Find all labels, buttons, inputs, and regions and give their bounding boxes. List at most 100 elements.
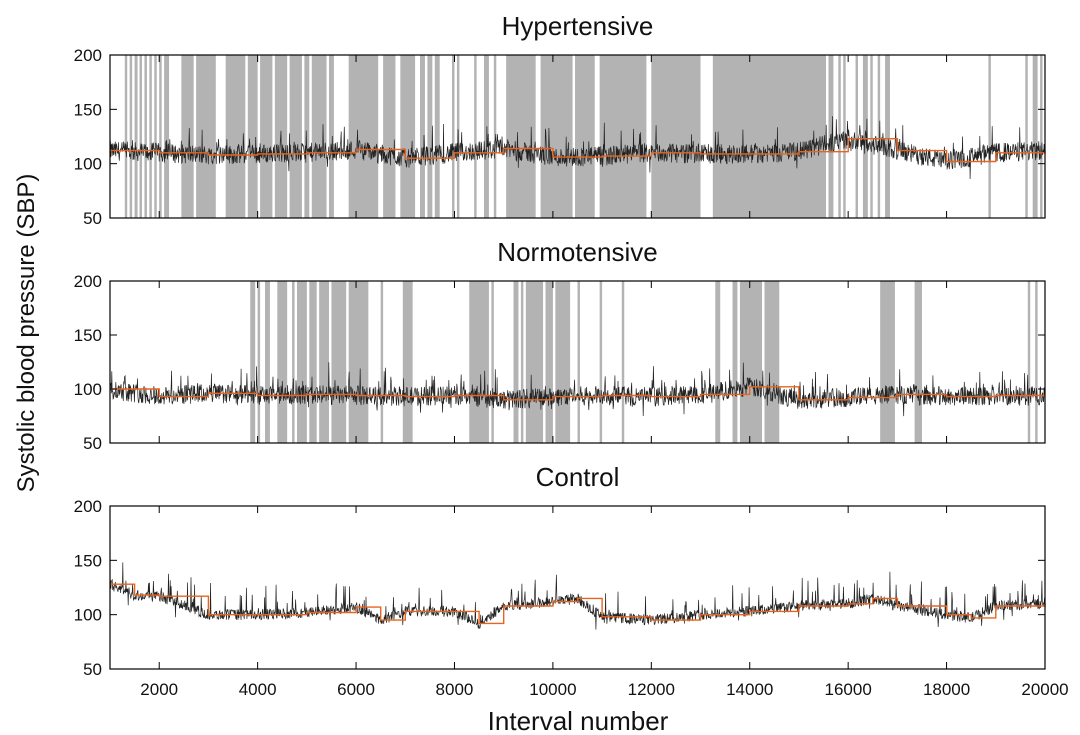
shaded-interval — [452, 55, 455, 218]
y-tick-label: 150 — [74, 326, 102, 345]
segment-mean-line-p1 — [110, 386, 1045, 401]
shaded-interval — [297, 281, 307, 443]
panel-title-p1: Normotensive — [497, 237, 657, 267]
shaded-interval — [134, 55, 138, 218]
shaded-interval — [715, 281, 721, 443]
shaded-interval — [870, 55, 873, 218]
shaded-interval — [348, 281, 369, 443]
y-tick-label: 50 — [83, 209, 102, 228]
shaded-interval — [855, 55, 858, 218]
shaded-interval — [1040, 55, 1043, 218]
shaded-interval — [277, 281, 288, 443]
shaded-interval — [651, 55, 701, 218]
plot-frame-p0 — [109, 54, 1046, 219]
shaded-interval — [402, 281, 413, 443]
shaded-interval — [144, 55, 147, 218]
shaded-interval — [474, 55, 477, 218]
shaded-interval — [880, 281, 895, 443]
x-tick-label: 12000 — [628, 680, 675, 699]
x-tick-label: 10000 — [529, 680, 576, 699]
shaded-interval — [149, 55, 152, 218]
shaded-interval — [575, 55, 595, 218]
shaded-interval — [328, 55, 334, 218]
shaded-interval — [159, 55, 162, 218]
shaded-interval — [250, 281, 256, 443]
panel-title-p0: Hypertensive — [502, 11, 654, 41]
x-axis-label: Interval number — [488, 706, 669, 735]
segment-mean-line-p2 — [110, 583, 1046, 625]
shaded-interval — [469, 281, 489, 443]
shaded-interval — [885, 55, 890, 218]
shaded-interval — [225, 55, 246, 218]
shaded-interval — [247, 55, 258, 218]
shaded-interval — [1025, 55, 1028, 218]
plot-frame-p2 — [109, 505, 1046, 670]
shaded-interval — [525, 281, 544, 443]
shaded-interval — [304, 55, 310, 218]
raw-sbp-trace-p1 — [109, 362, 1046, 417]
shaded-interval — [420, 55, 425, 218]
shaded-interval — [400, 55, 416, 218]
shaded-interval — [309, 281, 317, 443]
y-tick-label: 50 — [83, 434, 102, 453]
shaded-interval — [348, 55, 379, 218]
y-tick-label: 100 — [74, 380, 102, 399]
shaded-interval — [164, 55, 170, 218]
shaded-interval — [1027, 281, 1031, 443]
y-tick-label: 150 — [74, 551, 102, 570]
shaded-interval — [331, 281, 347, 443]
shaded-interval — [196, 55, 216, 218]
shaded-interval — [257, 281, 261, 443]
shaded-interval — [292, 281, 295, 443]
shaded-interval — [181, 55, 194, 218]
shaded-interval — [513, 281, 519, 443]
y-tick-label: 200 — [74, 272, 102, 291]
shaded-interval — [289, 55, 302, 218]
shaded-interval — [877, 55, 881, 218]
shaded-interval — [311, 55, 327, 218]
shaded-interval — [545, 281, 553, 443]
y-tick-label: 150 — [74, 100, 102, 119]
x-tick-label: 16000 — [825, 680, 872, 699]
y-tick-label: 100 — [74, 155, 102, 174]
x-tick-label: 8000 — [436, 680, 474, 699]
segment-mean-line-p0 — [110, 138, 1046, 163]
x-tick-label: 18000 — [923, 680, 970, 699]
y-axis-label: Systolic blood pressure (SBP) — [13, 174, 40, 493]
panel-title-p2: Control — [536, 462, 620, 492]
x-tick-label: 20000 — [1021, 680, 1068, 699]
shaded-interval — [577, 281, 580, 443]
plot-frame-p1 — [109, 280, 1046, 444]
shaded-interval — [383, 55, 396, 218]
shaded-interval — [129, 55, 133, 218]
shaded-interval — [555, 281, 571, 443]
shaded-interval — [520, 281, 524, 443]
shaded-interval — [380, 281, 384, 443]
x-tick-label: 4000 — [239, 680, 277, 699]
shaded-interval — [491, 281, 494, 443]
shaded-interval — [732, 281, 738, 443]
shaded-interval — [712, 55, 827, 218]
shaded-interval — [764, 281, 780, 443]
raw-sbp-trace-p0 — [109, 116, 1046, 180]
shaded-interval — [319, 281, 329, 443]
x-tick-label: 14000 — [726, 680, 773, 699]
shaded-interval — [843, 55, 846, 218]
shaded-interval — [988, 55, 991, 218]
shaded-interval — [493, 55, 497, 218]
shaded-interval — [265, 281, 270, 443]
shaded-interval — [599, 281, 603, 443]
y-tick-label: 200 — [74, 46, 102, 65]
shaded-interval — [427, 55, 433, 218]
x-tick-label: 6000 — [337, 680, 375, 699]
x-tick-label: 2000 — [140, 680, 178, 699]
shaded-interval — [124, 55, 128, 218]
raw-sbp-trace-p2 — [109, 562, 1046, 630]
shaded-interval — [154, 55, 157, 218]
shaded-interval — [739, 281, 763, 443]
shaded-interval — [1032, 55, 1038, 218]
shaded-interval — [1035, 281, 1038, 443]
shaded-interval — [434, 55, 440, 218]
y-tick-label: 200 — [74, 497, 102, 516]
